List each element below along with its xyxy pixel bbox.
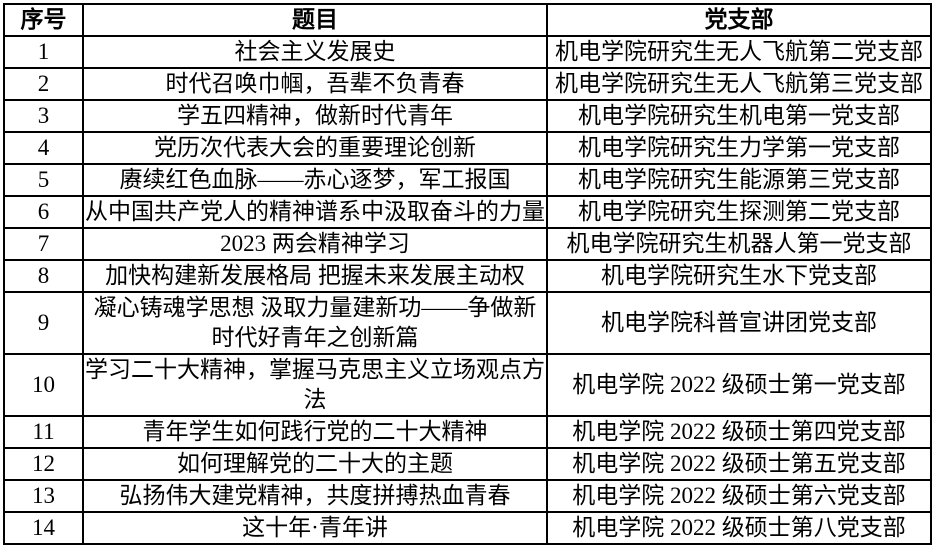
cell-no: 3 — [3, 99, 84, 133]
cell-title: 从中国共产党人的精神谱系中汲取奋斗的力量 — [82, 195, 548, 229]
cell-title: 社会主义发展史 — [82, 35, 548, 69]
table-row: 10 学习二十大精神，掌握马克思主义立场观点方法 机电学院 2022 级硕士第一… — [3, 353, 932, 417]
cell-title: 学习二十大精神，掌握马克思主义立场观点方法 — [82, 353, 548, 417]
table-row: 7 2023 两会精神学习 机电学院研究生机器人第一党支部 — [3, 227, 932, 261]
table-row: 4 党历次代表大会的重要理论创新 机电学院研究生力学第一党支部 — [3, 131, 932, 165]
cell-branch: 机电学院研究生能源第三党支部 — [546, 163, 932, 197]
cell-title: 如何理解党的二十大的主题 — [82, 447, 548, 481]
cell-title: 学五四精神，做新时代青年 — [82, 99, 548, 133]
header-title: 题目 — [82, 3, 548, 37]
cell-title: 青年学生如何践行党的二十大精神 — [82, 415, 548, 449]
cell-no: 6 — [3, 195, 84, 229]
table-row: 11 青年学生如何践行党的二十大精神 机电学院 2022 级硕士第四党支部 — [3, 415, 932, 449]
header-row: 序号 题目 党支部 — [3, 3, 932, 37]
table-row: 8 加快构建新发展格局 把握未来发展主动权 机电学院研究生水下党支部 — [3, 259, 932, 293]
cell-branch: 机电学院 2022 级硕士第四党支部 — [546, 415, 932, 449]
table-row: 6 从中国共产党人的精神谱系中汲取奋斗的力量 机电学院研究生探测第二党支部 — [3, 195, 932, 229]
cell-no: 8 — [3, 259, 84, 293]
cell-branch: 机电学院 2022 级硕士第一党支部 — [546, 353, 932, 417]
cell-no: 7 — [3, 227, 84, 261]
cell-branch: 机电学院研究生无人飞航第二党支部 — [546, 35, 932, 69]
cell-no: 1 — [3, 35, 84, 69]
cell-branch: 机电学院研究生力学第一党支部 — [546, 131, 932, 165]
cell-title: 凝心铸魂学思想 汲取力量建新功——争做新时代好青年之创新篇 — [82, 291, 548, 355]
table-row: 12 如何理解党的二十大的主题 机电学院 2022 级硕士第五党支部 — [3, 447, 932, 481]
cell-no: 13 — [3, 479, 84, 513]
cell-no: 4 — [3, 131, 84, 165]
cell-branch: 机电学院研究生机器人第一党支部 — [546, 227, 932, 261]
cell-title: 加快构建新发展格局 把握未来发展主动权 — [82, 259, 548, 293]
cell-title: 这十年·青年讲 — [82, 511, 548, 545]
table-row: 13 弘扬伟大建党精神，共度拼搏热血青春 机电学院 2022 级硕士第六党支部 — [3, 479, 932, 513]
cell-branch: 机电学院 2022 级硕士第八党支部 — [546, 511, 932, 545]
table-row: 3 学五四精神，做新时代青年 机电学院研究生机电第一党支部 — [3, 99, 932, 133]
cell-no: 9 — [3, 291, 84, 355]
cell-title: 赓续红色血脉——赤心逐梦，军工报国 — [82, 163, 548, 197]
cell-no: 14 — [3, 511, 84, 545]
cell-no: 10 — [3, 353, 84, 417]
table-row: 1 社会主义发展史 机电学院研究生无人飞航第二党支部 — [3, 35, 932, 69]
cell-branch: 机电学院科普宣讲团党支部 — [546, 291, 932, 355]
cell-no: 5 — [3, 163, 84, 197]
cell-no: 11 — [3, 415, 84, 449]
cell-branch: 机电学院 2022 级硕士第五党支部 — [546, 447, 932, 481]
table-row: 14 这十年·青年讲 机电学院 2022 级硕士第八党支部 — [3, 511, 932, 545]
cell-title: 时代召唤巾帼，吾辈不负青春 — [82, 67, 548, 101]
table-row: 9 凝心铸魂学思想 汲取力量建新功——争做新时代好青年之创新篇 机电学院科普宣讲… — [3, 291, 932, 355]
topics-table: 序号 题目 党支部 1 社会主义发展史 机电学院研究生无人飞航第二党支部 2 时… — [3, 3, 932, 545]
cell-branch: 机电学院研究生无人飞航第三党支部 — [546, 67, 932, 101]
cell-title: 弘扬伟大建党精神，共度拼搏热血青春 — [82, 479, 548, 513]
header-branch: 党支部 — [546, 3, 932, 37]
cell-branch: 机电学院研究生机电第一党支部 — [546, 99, 932, 133]
cell-branch: 机电学院 2022 级硕士第六党支部 — [546, 479, 932, 513]
header-no: 序号 — [3, 3, 84, 37]
cell-branch: 机电学院研究生水下党支部 — [546, 259, 932, 293]
cell-branch: 机电学院研究生探测第二党支部 — [546, 195, 932, 229]
cell-title: 2023 两会精神学习 — [82, 227, 548, 261]
cell-no: 2 — [3, 67, 84, 101]
cell-title: 党历次代表大会的重要理论创新 — [82, 131, 548, 165]
table-row: 2 时代召唤巾帼，吾辈不负青春 机电学院研究生无人飞航第三党支部 — [3, 67, 932, 101]
cell-no: 12 — [3, 447, 84, 481]
table-row: 5 赓续红色血脉——赤心逐梦，军工报国 机电学院研究生能源第三党支部 — [3, 163, 932, 197]
